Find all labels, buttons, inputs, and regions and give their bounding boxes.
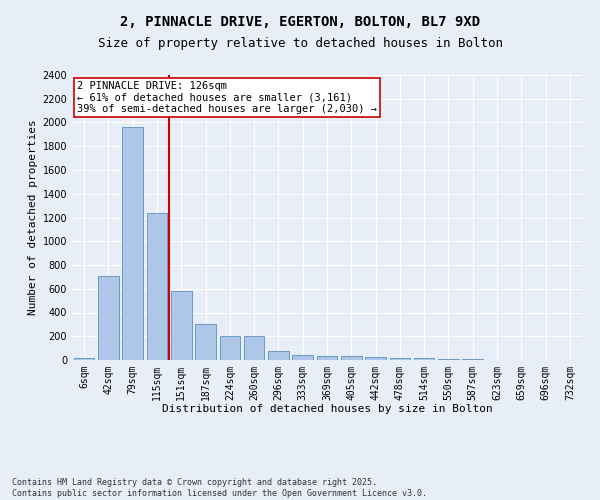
Text: 2, PINNACLE DRIVE, EGERTON, BOLTON, BL7 9XD: 2, PINNACLE DRIVE, EGERTON, BOLTON, BL7 …	[120, 15, 480, 29]
Bar	[122, 127, 143, 360]
Bar	[317, 356, 337, 360]
Bar	[414, 358, 434, 360]
Text: Contains HM Land Registry data © Crown copyright and database right 2025.
Contai: Contains HM Land Registry data © Crown c…	[12, 478, 427, 498]
Bar	[463, 358, 483, 360]
Bar	[220, 336, 240, 360]
Bar	[195, 324, 216, 360]
Bar	[341, 356, 362, 360]
Bar	[146, 213, 167, 360]
Bar	[74, 358, 94, 360]
Bar	[268, 350, 289, 360]
Bar	[244, 336, 265, 360]
X-axis label: Distribution of detached houses by size in Bolton: Distribution of detached houses by size …	[161, 404, 493, 414]
Bar	[365, 356, 386, 360]
Text: 2 PINNACLE DRIVE: 126sqm
← 61% of detached houses are smaller (3,161)
39% of sem: 2 PINNACLE DRIVE: 126sqm ← 61% of detach…	[77, 80, 377, 114]
Bar	[98, 276, 119, 360]
Bar	[389, 358, 410, 360]
Bar	[292, 354, 313, 360]
Text: Size of property relative to detached houses in Bolton: Size of property relative to detached ho…	[97, 38, 503, 51]
Bar	[171, 291, 191, 360]
Y-axis label: Number of detached properties: Number of detached properties	[28, 120, 38, 316]
